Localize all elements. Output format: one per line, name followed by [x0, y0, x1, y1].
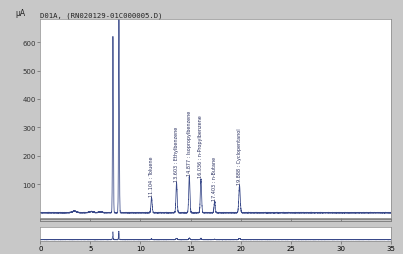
Text: 16.036 : n-Propylbenzene: 16.036 : n-Propylbenzene — [198, 115, 204, 178]
Text: 11.104 : Toluene: 11.104 : Toluene — [149, 156, 154, 196]
Text: 13.603 : Ethylbenzene: 13.603 : Ethylbenzene — [174, 126, 179, 181]
Text: 14.877 : Isopropylbenzene: 14.877 : Isopropylbenzene — [187, 110, 192, 175]
Text: 17.403 : n-Butane: 17.403 : n-Butane — [212, 156, 217, 200]
Text: 19.888 : Cyclopentanol: 19.888 : Cyclopentanol — [237, 128, 242, 184]
Text: D01A, (RN020129-01C000005.D): D01A, (RN020129-01C000005.D) — [40, 12, 163, 19]
Text: µA: µA — [16, 9, 26, 18]
